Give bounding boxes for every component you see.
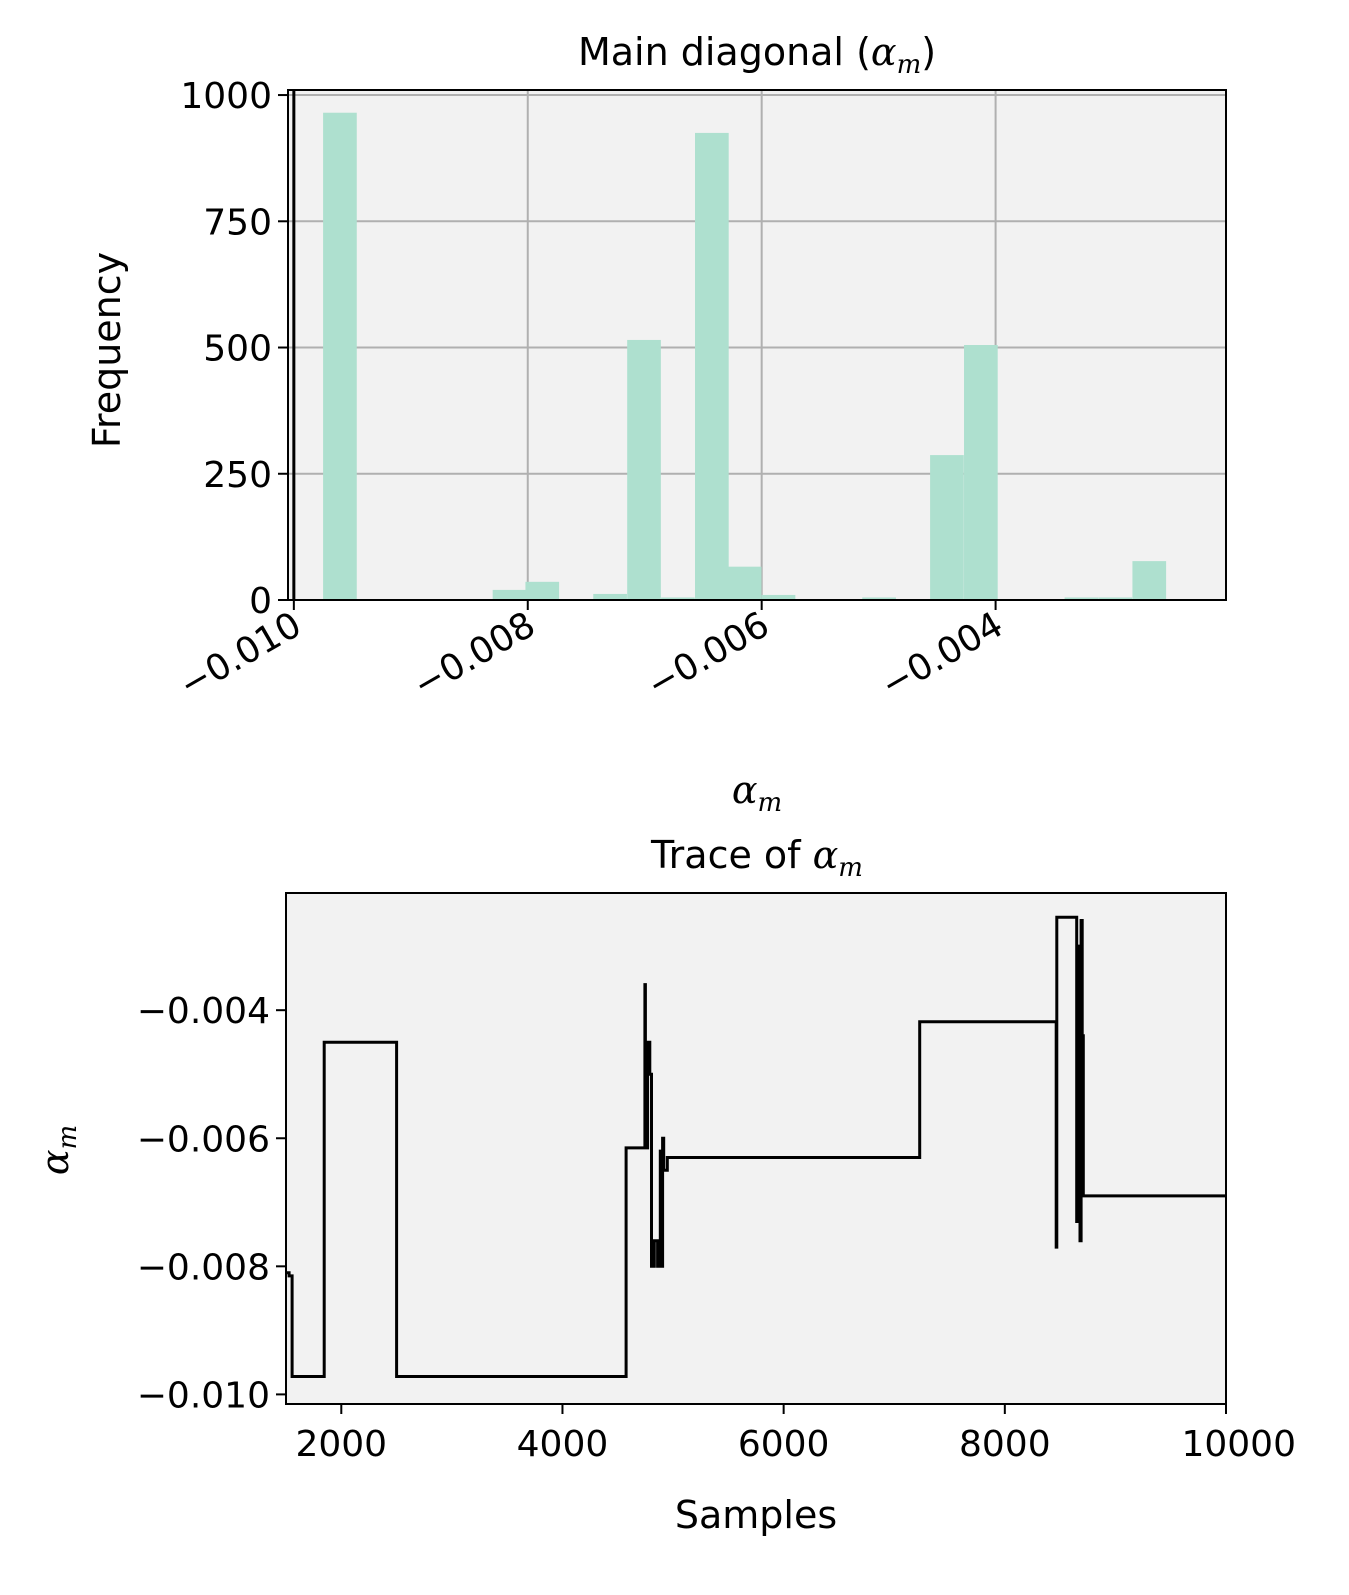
trace-x-tick-label: 10000 [1181,1424,1296,1465]
histogram-y-tick-label: 1000 [180,76,272,117]
trace-axes-frame [285,892,1227,1405]
histogram-bar [761,594,796,600]
trace-x-tick-label: 2000 [295,1424,387,1465]
trace-y-tick-label: −0.010 [137,1375,270,1416]
trace-y-tick-label: −0.008 [137,1247,270,1288]
trace-y-label: αm [33,1125,83,1175]
histogram-bar [627,339,661,600]
histogram-bar [695,132,729,601]
histogram-bars [323,112,1167,601]
histogram-y-ticks: 0 250 500 750 1000 [180,76,288,622]
histogram-plot-background [288,90,1226,600]
histogram-y-label: Frequency [85,252,129,448]
histogram-x-ticks: −0.010 −0.008 −0.006 −0.004 [172,600,1010,706]
histogram-bar [593,593,627,600]
histogram-bar [862,597,896,600]
histogram-bar [1098,597,1133,600]
trace-x-tick-label: 8000 [959,1424,1051,1465]
trace-x-tick-label: 4000 [517,1424,609,1465]
trace-y-tick-label: −0.006 [137,1119,270,1160]
trace-x-ticks: 2000 4000 6000 8000 10000 [295,1404,1296,1465]
histogram-x-tick-label: −0.006 [640,604,776,706]
trace-y-ticks: −0.010 −0.008 −0.006 −0.004 [137,991,286,1416]
trace-plot-background [286,893,1226,1404]
histogram-x-tick-label: −0.010 [172,604,308,706]
histogram-bar [492,589,527,600]
trace-line [286,915,1226,1378]
histogram-y-tick-label: 250 [203,455,272,496]
histogram-bar [727,566,762,600]
trace-title: Trace of αm [650,833,863,883]
trace-x-tick-label: 6000 [738,1424,830,1465]
histogram-bar [323,112,357,600]
histogram-title: Main diagonal (αm) [578,30,936,80]
histogram-y-tick-label: 750 [203,202,272,243]
histogram-bar [930,455,964,600]
trace-panel: −0.010 −0.008 −0.006 −0.004 2000 4000 6000 800… [33,833,1296,1537]
histogram-x-tick-label: −0.004 [874,604,1010,706]
histogram-y-tick-label: 0 [249,581,272,622]
trace-x-label: Samples [675,1493,837,1537]
histogram-bar [1132,561,1167,600]
histogram-y-tick-label: 500 [203,329,272,370]
trace-y-tick-label: −0.004 [137,991,270,1032]
histogram-bar [1064,597,1099,600]
histogram-x-label: αm [732,768,782,818]
histogram-x-tick-label: −0.008 [406,604,542,706]
histogram-axes-frame [287,89,1227,601]
histogram-bar [525,581,560,600]
histogram-bar [964,345,998,600]
histogram-bar [661,597,695,600]
